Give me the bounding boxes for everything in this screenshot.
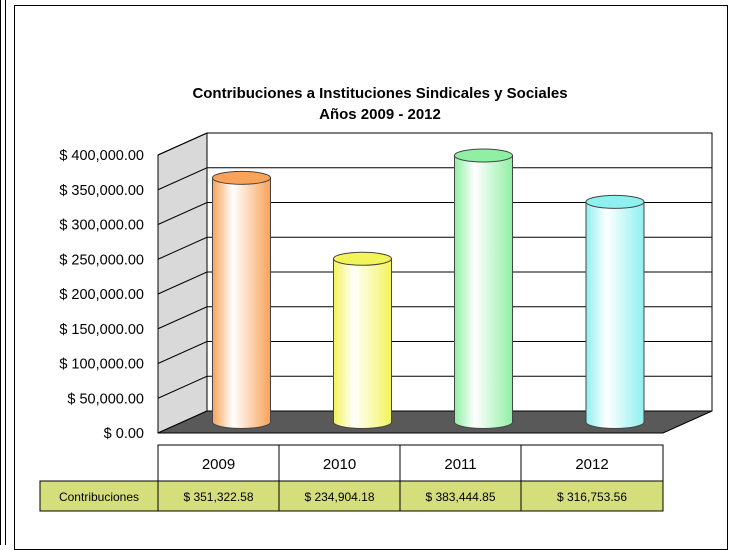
y-tick-label: $ 400,000.00: [59, 148, 144, 164]
x-tick-label: 2011: [444, 456, 476, 473]
y-tick-label: $ 150,000.00: [59, 322, 144, 338]
data-label: $ 234,904.18: [304, 490, 374, 504]
bar-top: [586, 195, 644, 208]
chart-title: Contribuciones a Instituciones Sindicale…: [192, 85, 567, 102]
data-label: $ 316,753.56: [557, 490, 627, 504]
bar: [213, 178, 271, 429]
x-tick-label: 2010: [323, 456, 356, 473]
y-tick-label: $ 0.00: [104, 426, 144, 442]
bar-top: [455, 149, 513, 162]
y-tick-label: $ 350,000.00: [59, 183, 144, 199]
y-tick-label: $ 50,000.00: [67, 391, 144, 407]
chart-subtitle: Años 2009 - 2012: [319, 106, 441, 123]
bar-top: [334, 252, 392, 265]
y-tick-label: $ 300,000.00: [59, 218, 144, 234]
y-tick-label: $ 200,000.00: [59, 287, 144, 303]
legend-series-label: Contribuciones: [59, 490, 139, 504]
data-label: $ 351,322.58: [183, 490, 253, 504]
bar: [586, 202, 644, 429]
x-tick-label: 2012: [575, 456, 608, 473]
data-label: $ 383,444.85: [425, 490, 495, 504]
bar: [455, 156, 513, 429]
y-tick-label: $ 250,000.00: [59, 252, 144, 268]
bar-top: [213, 171, 271, 184]
y-tick-label: $ 100,000.00: [59, 357, 144, 373]
bar: [334, 259, 392, 429]
x-tick-label: 2009: [202, 456, 235, 473]
